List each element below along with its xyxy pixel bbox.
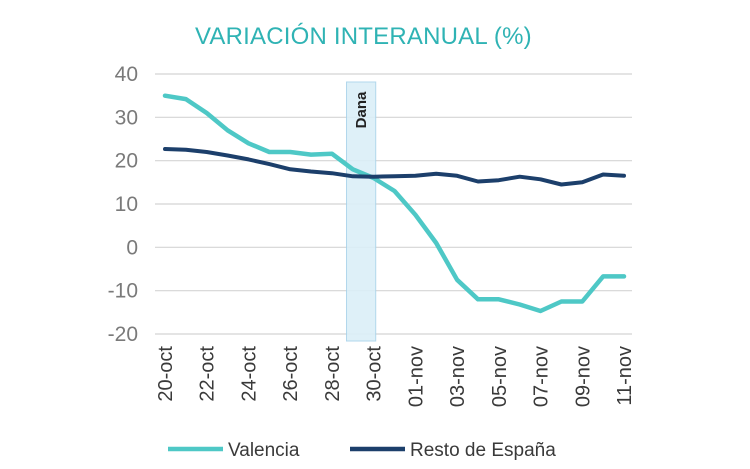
y-tick-label: 40 — [115, 63, 138, 86]
x-tick-label: 01-nov — [405, 346, 427, 407]
y-tick-label: -20 — [108, 323, 138, 346]
y-tick-label: 30 — [115, 106, 138, 129]
legend-label: Valencia — [228, 440, 300, 461]
series-lines — [162, 93, 627, 314]
x-axis-ticks: 20-oct 22-oct 24-oct 26-oct 28-oct 30-oct 01-n… — [155, 346, 636, 408]
series-line-resto-de-espana — [163, 147, 626, 187]
y-tick-label: 10 — [115, 193, 138, 216]
y-tick-label: 0 — [126, 236, 138, 259]
x-tick-label: 22-oct — [197, 346, 219, 402]
y-axis-ticks: 40 30 20 10 0 -10 -20 — [108, 63, 138, 346]
x-tick-label: 20-oct — [155, 346, 177, 402]
grid-lines — [155, 73, 632, 335]
x-tick-label: 09-nov — [572, 346, 594, 407]
x-tick-label: 28-oct — [322, 346, 344, 402]
x-tick-label: 07-nov — [531, 346, 553, 407]
x-tick-label: 24-oct — [238, 346, 260, 402]
x-tick-label: 05-nov — [489, 346, 511, 407]
series-line-valencia — [162, 93, 627, 314]
x-tick-label: 11-nov — [614, 346, 636, 406]
chart-title: VARIACIÓN INTERANUAL (%) — [195, 23, 532, 50]
dana-band-group: Dana — [346, 81, 377, 342]
legend: Valencia Resto de España — [168, 440, 556, 461]
y-tick-label: -10 — [108, 280, 138, 303]
legend-label: Resto de España — [410, 440, 556, 461]
x-tick-label: 30-oct — [364, 346, 386, 402]
x-tick-label: 03-nov — [447, 346, 469, 407]
dana-band — [346, 81, 377, 342]
y-tick-label: 20 — [115, 150, 138, 173]
x-tick-label: 26-oct — [280, 346, 302, 402]
dana-label: Dana — [353, 91, 370, 128]
